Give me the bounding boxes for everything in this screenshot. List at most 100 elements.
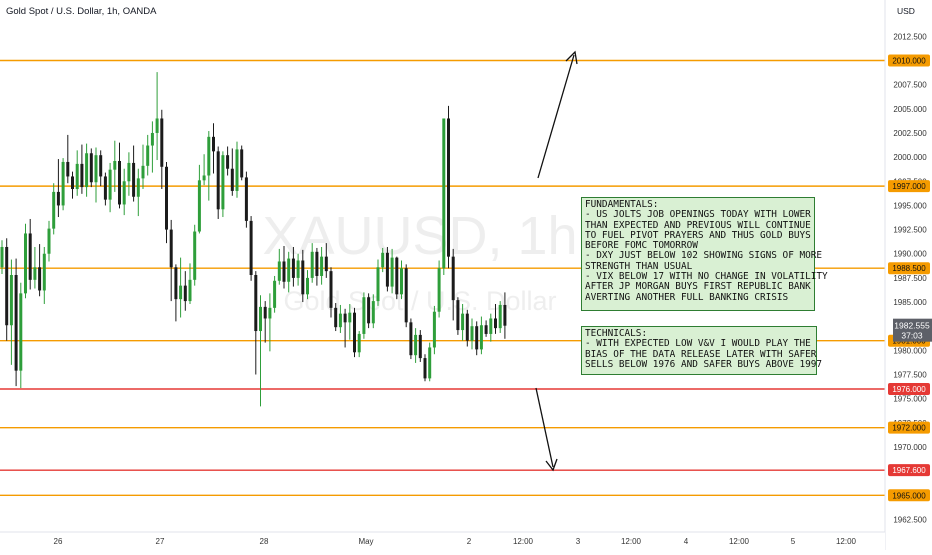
candle-body	[254, 275, 258, 332]
price-tick-label: 2007.500	[893, 81, 927, 90]
time-tick-label: 12:00	[836, 537, 857, 546]
up-arrow-shaft	[537, 54, 575, 179]
time-tick-label: 5	[791, 537, 796, 546]
price-tick-label: 1987.500	[893, 274, 927, 283]
candle-body	[259, 306, 262, 332]
price-tick-label: 1980.000	[893, 346, 927, 355]
level-tag-label: 1976.000	[892, 385, 926, 394]
candle	[306, 270, 309, 300]
level-tag: 1988.500	[888, 262, 930, 275]
down-arrow-shaft	[535, 387, 554, 468]
candle	[118, 142, 121, 209]
candle-body	[197, 180, 201, 232]
candle	[89, 148, 93, 188]
candle	[437, 260, 441, 318]
level-tag: 1967.600	[888, 464, 930, 477]
candle	[0, 240, 4, 275]
candle	[202, 154, 206, 186]
candle	[85, 143, 89, 197]
candle-body	[357, 333, 361, 353]
price-tick-label: 2002.500	[893, 129, 927, 138]
candle-body	[9, 275, 13, 326]
last-price-value: 1982.555	[894, 321, 930, 331]
candle	[33, 246, 37, 289]
time-axis[interactable]: 26 27 28 May 2 12:00 3 12:00 4 12:00 5 12:00	[0, 531, 885, 550]
candle	[353, 307, 356, 358]
candle	[282, 246, 286, 289]
candle	[334, 303, 338, 332]
candle	[42, 246, 46, 304]
candle-body	[103, 176, 107, 200]
candle-body	[202, 175, 206, 181]
candle-body	[494, 318, 497, 329]
candle-body	[315, 251, 319, 276]
note-line: THAN EXPECTED AND PREVIOUS WILL CONTINUE	[585, 219, 811, 231]
candle	[479, 316, 483, 355]
candle-body	[155, 118, 159, 133]
price-tick-label: 2012.500	[893, 32, 927, 41]
candle	[484, 320, 488, 337]
candle-body	[376, 267, 380, 302]
candle-body	[150, 132, 154, 146]
candle	[451, 248, 455, 321]
note-line: - DXY JUST BELOW 102 SHOWING SIGNS OF MO…	[585, 250, 823, 262]
level-tag-bg	[888, 180, 930, 193]
candle-body	[282, 261, 286, 282]
candle	[75, 150, 79, 196]
candle	[348, 303, 352, 340]
price-tick-label: 1975.000	[893, 395, 927, 404]
candle-body	[136, 178, 140, 197]
candle-body	[329, 271, 333, 308]
level-tag-bg	[888, 54, 930, 67]
candle	[324, 243, 328, 278]
candle	[150, 121, 154, 173]
level-tag-bg	[888, 489, 930, 502]
candle-body	[489, 318, 493, 334]
candle	[14, 258, 18, 387]
candle-body	[268, 307, 272, 319]
candle	[28, 218, 32, 290]
candle-body	[324, 256, 328, 272]
watermark-symbol: XAUUSD, 1h	[262, 206, 577, 266]
candle	[230, 148, 234, 196]
candle-body	[320, 256, 324, 276]
note-line: BIAS OF THE DATA RELEASE LATER WITH SAFE…	[585, 348, 817, 360]
candle	[141, 144, 145, 190]
candle	[197, 164, 201, 234]
candle-body	[343, 313, 347, 323]
price-tick-label: 1992.500	[893, 226, 927, 235]
candle-body	[503, 304, 507, 326]
candle	[291, 246, 295, 287]
candle-body	[61, 161, 65, 206]
candle	[376, 259, 380, 306]
candle-body	[498, 304, 502, 329]
price-axis[interactable]: 2012.500 2010.000 2007.500 2005.000 2002.500…	[884, 0, 932, 550]
level-tag-label: 1988.500	[892, 264, 926, 273]
candle-body	[42, 253, 46, 291]
candle-body	[447, 118, 450, 257]
price-tick-label: 1977.500	[893, 371, 927, 380]
candle	[47, 220, 51, 262]
candlestick-series	[0, 72, 507, 407]
price-tick-label: 1962.500	[893, 515, 927, 524]
price-tick-label: 2000.000	[893, 153, 927, 162]
candle-body	[85, 153, 89, 188]
candle	[362, 292, 366, 339]
candle	[108, 162, 112, 213]
candle-body	[141, 165, 145, 179]
level-tag-label: 1997.000	[892, 182, 926, 191]
candle	[155, 72, 159, 161]
candle	[475, 321, 479, 356]
candle-body	[212, 136, 215, 152]
candle-body	[188, 279, 192, 302]
candle	[212, 123, 215, 174]
candle-body	[244, 177, 248, 221]
candle	[498, 301, 502, 333]
candle	[136, 168, 140, 217]
candle	[296, 253, 300, 286]
note-line: TECHNICALS:	[585, 328, 648, 339]
candle-body	[277, 261, 281, 281]
candle-body	[122, 181, 126, 205]
note-line: TO FUEL PIVOT PRAYERS AND THUS GOLD BUYS	[585, 229, 811, 241]
